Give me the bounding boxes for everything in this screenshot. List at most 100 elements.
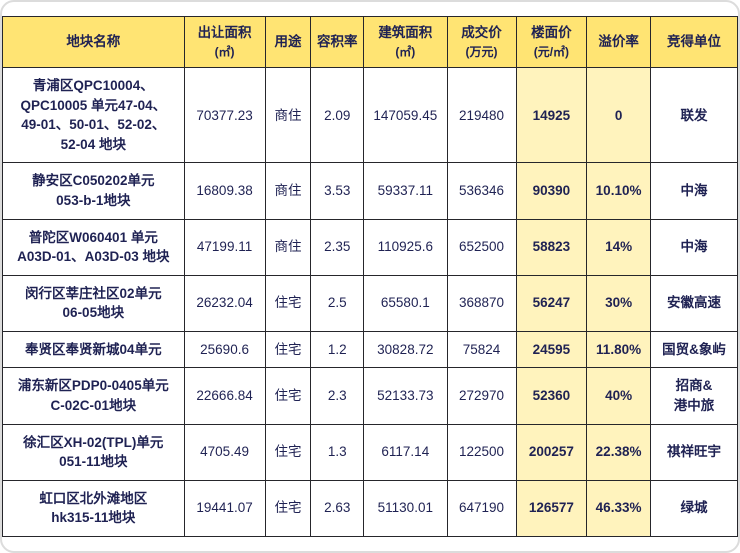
cell-use: 住宅: [264, 479, 312, 537]
cell-building-area: 51130.01: [363, 479, 448, 537]
cell-use: 住宅: [264, 367, 312, 425]
cell-plot-name: 虹口区北外滩地区 hk315-11地块: [2, 479, 185, 537]
cell-use: 住宅: [264, 423, 312, 481]
cell-far: 1.3: [310, 423, 365, 481]
cell-floor-price: 52360: [515, 367, 588, 425]
cell-deal-price: 652500: [446, 218, 517, 276]
cell-transfer-area: 25690.6: [183, 330, 266, 369]
cell-premium-rate: 40%: [586, 367, 651, 425]
cell-deal-price: 536346: [446, 162, 517, 220]
cell-building-area: 110925.6: [363, 218, 448, 276]
table-body: 青浦区QPC10004、 QPC10005 单元47-04、 49-01、50-…: [2, 67, 738, 537]
column-header-label: 出让面积: [197, 25, 252, 41]
column-header-transfer-area: 出让面积 (㎡): [183, 16, 266, 69]
cell-far: 2.3: [310, 367, 365, 425]
column-header-unit: (㎡): [214, 44, 235, 59]
cell-transfer-area: 22666.84: [183, 367, 266, 425]
cell-far: 2.63: [310, 479, 365, 537]
cell-premium-rate: 46.33%: [586, 479, 651, 537]
cell-transfer-area: 70377.23: [183, 67, 266, 164]
cell-winner: 祺祥旺宇: [649, 423, 738, 481]
cell-winner: 安徽高速: [649, 274, 738, 332]
cell-plot-name: 奉贤区奉贤新城04单元: [2, 330, 185, 369]
cell-use: 住宅: [264, 274, 312, 332]
column-header-label: 容积率: [317, 34, 358, 50]
cell-transfer-area: 26232.04: [183, 274, 266, 332]
cell-winner: 中海: [649, 162, 738, 220]
table-row: 虹口区北外滩地区 hk315-11地块 19441.07 住宅 2.63 51130.0…: [2, 479, 738, 537]
table-row: 静安区C050202单元 053-b-1地块 16809.38 商住 3.53 5933…: [2, 162, 738, 220]
table-row: 普陀区W060401 单元 A03D-01、A03D-03 地块 47199.11…: [2, 218, 738, 276]
cell-use: 住宅: [264, 330, 312, 369]
cell-plot-name: 浦东新区PDP0-0405单元 C-02C-01地块: [2, 367, 185, 425]
cell-deal-price: 75824: [446, 330, 517, 369]
cell-winner: 联发: [649, 67, 738, 164]
table-row: 闵行区莘庄社区02单元 06-05地块 26232.04 住宅 2.5 65580.1 3…: [2, 274, 738, 332]
column-header-winner: 竞得单位: [649, 16, 738, 69]
column-header-label: 用途: [274, 34, 302, 50]
cell-floor-price: 14925: [515, 67, 588, 164]
column-header-label: 成交价: [461, 25, 502, 41]
column-header-label: 溢价率: [598, 34, 639, 50]
cell-winner: 国贸&象屿: [649, 330, 738, 369]
cell-building-area: 6117.14: [363, 423, 448, 481]
column-header-label: 地块名称: [66, 34, 121, 50]
cell-use: 商住: [264, 162, 312, 220]
cell-far: 2.09: [310, 67, 365, 164]
cell-winner: 中海: [649, 218, 738, 276]
cell-premium-rate: 14%: [586, 218, 651, 276]
cell-plot-name: 静安区C050202单元 053-b-1地块: [2, 162, 185, 220]
column-header-label: 竞得单位: [666, 34, 721, 50]
cell-plot-name: 普陀区W060401 单元 A03D-01、A03D-03 地块: [2, 218, 185, 276]
cell-deal-price: 368870: [446, 274, 517, 332]
cell-floor-price: 24595: [515, 330, 588, 369]
cell-building-area: 30828.72: [363, 330, 448, 369]
cell-far: 3.53: [310, 162, 365, 220]
column-header-premium-rate: 溢价率: [586, 16, 651, 69]
column-header-label: 楼面价: [531, 25, 572, 41]
cell-deal-price: 272970: [446, 367, 517, 425]
column-header-plot-name: 地块名称: [2, 16, 185, 69]
column-header-use: 用途: [264, 16, 312, 69]
cell-premium-rate: 10.10%: [586, 162, 651, 220]
column-header-unit: (元/㎡): [533, 44, 570, 59]
header-row: 地块名称 出让面积 (㎡) 用途 容积率 建筑面积 (㎡) 成交价 (万元) 楼面价 (元/㎡) 溢价…: [2, 16, 738, 69]
column-header-unit: (㎡): [395, 44, 416, 59]
cell-floor-price: 58823: [515, 218, 588, 276]
cell-building-area: 147059.45: [363, 67, 448, 164]
table-row: 奉贤区奉贤新城04单元 25690.6 住宅 1.2 30828.72 75824 2459…: [2, 330, 738, 369]
cell-transfer-area: 4705.49: [183, 423, 266, 481]
column-header-building-area: 建筑面积 (㎡): [363, 16, 448, 69]
cell-building-area: 59337.11: [363, 162, 448, 220]
cell-floor-price: 200257: [515, 423, 588, 481]
cell-transfer-area: 47199.11: [183, 218, 266, 276]
cell-building-area: 65580.1: [363, 274, 448, 332]
cell-premium-rate: 30%: [586, 274, 651, 332]
cell-use: 商住: [264, 218, 312, 276]
column-header-deal-price: 成交价 (万元): [446, 16, 517, 69]
cell-transfer-area: 19441.07: [183, 479, 266, 537]
cell-use: 商住: [264, 67, 312, 164]
cell-premium-rate: 22.38%: [586, 423, 651, 481]
column-header-floor-price: 楼面价 (元/㎡): [515, 16, 588, 69]
cell-deal-price: 219480: [446, 67, 517, 164]
cell-building-area: 52133.73: [363, 367, 448, 425]
cell-floor-price: 90390: [515, 162, 588, 220]
cell-premium-rate: 11.80%: [586, 330, 651, 369]
cell-far: 2.35: [310, 218, 365, 276]
land-auction-table: 地块名称 出让面积 (㎡) 用途 容积率 建筑面积 (㎡) 成交价 (万元) 楼面价 (元/㎡) 溢价…: [2, 16, 738, 537]
table-row: 青浦区QPC10004、 QPC10005 单元47-04、 49-01、50-…: [2, 67, 738, 164]
cell-floor-price: 126577: [515, 479, 588, 537]
cell-plot-name: 闵行区莘庄社区02单元 06-05地块: [2, 274, 185, 332]
cell-deal-price: 122500: [446, 423, 517, 481]
cell-plot-name: 徐汇区XH-02(TPL)单元 051-11地块: [2, 423, 185, 481]
table-row: 浦东新区PDP0-0405单元 C-02C-01地块 22666.84 住宅 2.3 5…: [2, 367, 738, 425]
cell-deal-price: 647190: [446, 479, 517, 537]
cell-plot-name: 青浦区QPC10004、 QPC10005 单元47-04、 49-01、50-…: [2, 67, 185, 164]
cell-transfer-area: 16809.38: [183, 162, 266, 220]
cell-far: 1.2: [310, 330, 365, 369]
cell-winner: 绿城: [649, 479, 738, 537]
column-header-far: 容积率: [310, 16, 365, 69]
cell-far: 2.5: [310, 274, 365, 332]
